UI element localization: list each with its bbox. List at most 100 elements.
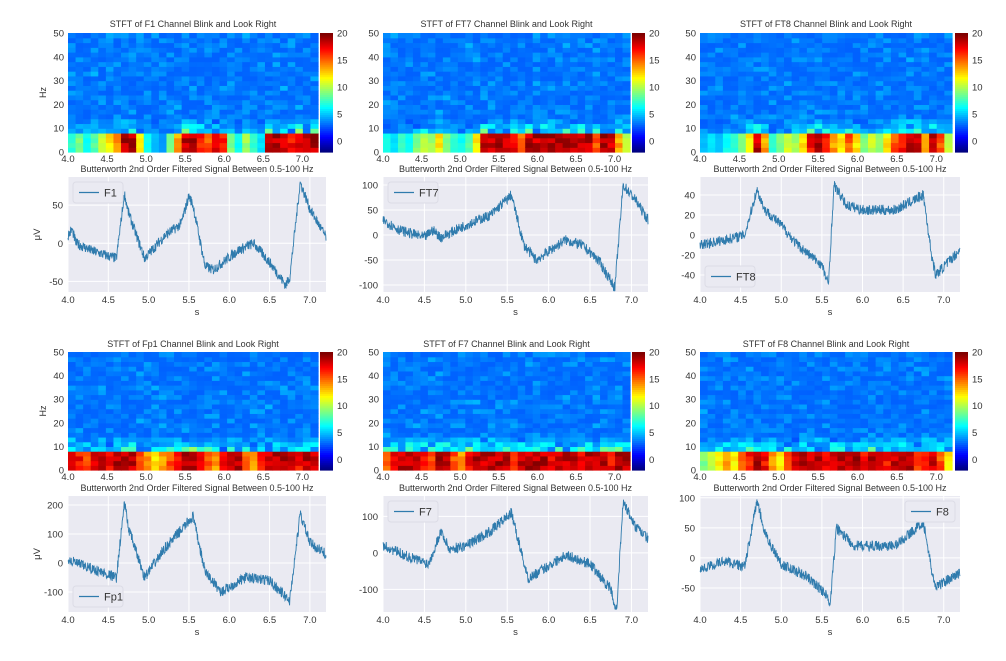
- stft-cell: [555, 114, 563, 119]
- stft-cell: [113, 394, 121, 399]
- stft-cell: [174, 147, 182, 152]
- stft-cell: [891, 90, 899, 95]
- stft-cell: [731, 138, 739, 143]
- stft-cell: [937, 57, 945, 62]
- stft-cell: [937, 47, 945, 52]
- stft-cell: [98, 62, 106, 67]
- stft-cell: [129, 437, 137, 442]
- stft-cell: [845, 119, 853, 124]
- stft-cell: [533, 418, 541, 423]
- stft-cell: [303, 47, 311, 52]
- stft-cell: [891, 95, 899, 100]
- stft-cell: [495, 465, 503, 470]
- stft-cell: [495, 128, 503, 133]
- stft-cell: [503, 38, 511, 43]
- stft-cell: [189, 38, 197, 43]
- stft-cell: [906, 71, 914, 76]
- stft-cell: [746, 361, 754, 366]
- stft-cell: [121, 81, 129, 86]
- stft-cell: [250, 437, 258, 442]
- stft-cell: [623, 133, 631, 138]
- stft-cell: [623, 456, 631, 461]
- stft-cell: [212, 357, 220, 362]
- stft-cell: [383, 413, 391, 418]
- stft-cell: [563, 76, 571, 81]
- stft-cell: [68, 380, 76, 385]
- stft-cell: [220, 52, 228, 57]
- stft-cell: [914, 147, 922, 152]
- stft-cell: [174, 43, 182, 48]
- stft-cell: [383, 133, 391, 138]
- stft-cell: [510, 66, 518, 71]
- stft-cell: [121, 104, 129, 109]
- stft-cell: [480, 390, 488, 395]
- stft-cell: [288, 394, 296, 399]
- stft-cell: [548, 423, 556, 428]
- stft-cell: [465, 361, 473, 366]
- stft-cell: [495, 109, 503, 114]
- stft-cell: [212, 442, 220, 447]
- colorbar-tick-label: 10: [337, 401, 348, 412]
- stft-cell: [212, 138, 220, 143]
- stft-cell: [242, 390, 250, 395]
- stft-cell: [723, 432, 731, 437]
- stft-cell: [443, 461, 451, 466]
- stft-cell: [944, 138, 952, 143]
- stft-cell: [83, 456, 91, 461]
- stft-cell: [129, 138, 137, 143]
- stft-cell: [204, 461, 212, 466]
- stft-cell: [390, 399, 398, 404]
- stft-cell: [769, 100, 777, 105]
- stft-cell: [593, 57, 601, 62]
- stft-cell: [937, 85, 945, 90]
- stft-cell: [310, 418, 318, 423]
- stft-cell: [166, 33, 174, 38]
- stft-cell: [280, 394, 288, 399]
- stft-cell: [593, 352, 601, 357]
- stft-cell: [822, 38, 830, 43]
- stft-cell: [792, 133, 800, 138]
- colorbar-segment: [632, 33, 645, 36]
- stft-cell: [533, 33, 541, 38]
- stft-cell: [600, 104, 608, 109]
- stft-cell: [212, 119, 220, 124]
- stft-cell: [242, 413, 250, 418]
- stft-cell: [144, 366, 152, 371]
- stft-cell: [212, 437, 220, 442]
- stft-cell: [174, 142, 182, 147]
- stft-cell: [784, 404, 792, 409]
- stft-cell: [405, 38, 413, 43]
- stft-cell: [413, 52, 421, 57]
- y-tick-label: -50: [49, 277, 63, 288]
- stft-cell: [405, 85, 413, 90]
- stft-cell: [212, 142, 220, 147]
- stft-cell: [715, 385, 723, 390]
- stft-cell: [578, 399, 586, 404]
- stft-cell: [518, 47, 526, 52]
- stft-cell: [174, 409, 182, 414]
- stft-cell: [113, 138, 121, 143]
- stft-cell: [189, 442, 197, 447]
- stft-cell: [76, 446, 84, 451]
- stft-cell: [83, 147, 91, 152]
- stft-cell: [738, 81, 746, 86]
- stft-cell: [68, 432, 76, 437]
- stft-cell: [837, 71, 845, 76]
- stft-cell: [235, 465, 243, 470]
- stft-cell: [585, 133, 593, 138]
- stft-cell: [413, 33, 421, 38]
- stft-cell: [405, 376, 413, 381]
- x-tick-label: 7.0: [608, 472, 621, 483]
- stft-cell: [310, 133, 318, 138]
- stft-cell: [420, 404, 428, 409]
- stft-cell: [443, 147, 451, 152]
- stft-cell: [891, 147, 899, 152]
- stft-cell: [548, 428, 556, 433]
- stft-cell: [776, 123, 784, 128]
- stft-cell: [197, 147, 205, 152]
- stft-cell: [868, 85, 876, 90]
- stft-cell: [265, 437, 273, 442]
- stft-cell: [405, 43, 413, 48]
- stft-cell: [83, 71, 91, 76]
- stft-cell: [563, 361, 571, 366]
